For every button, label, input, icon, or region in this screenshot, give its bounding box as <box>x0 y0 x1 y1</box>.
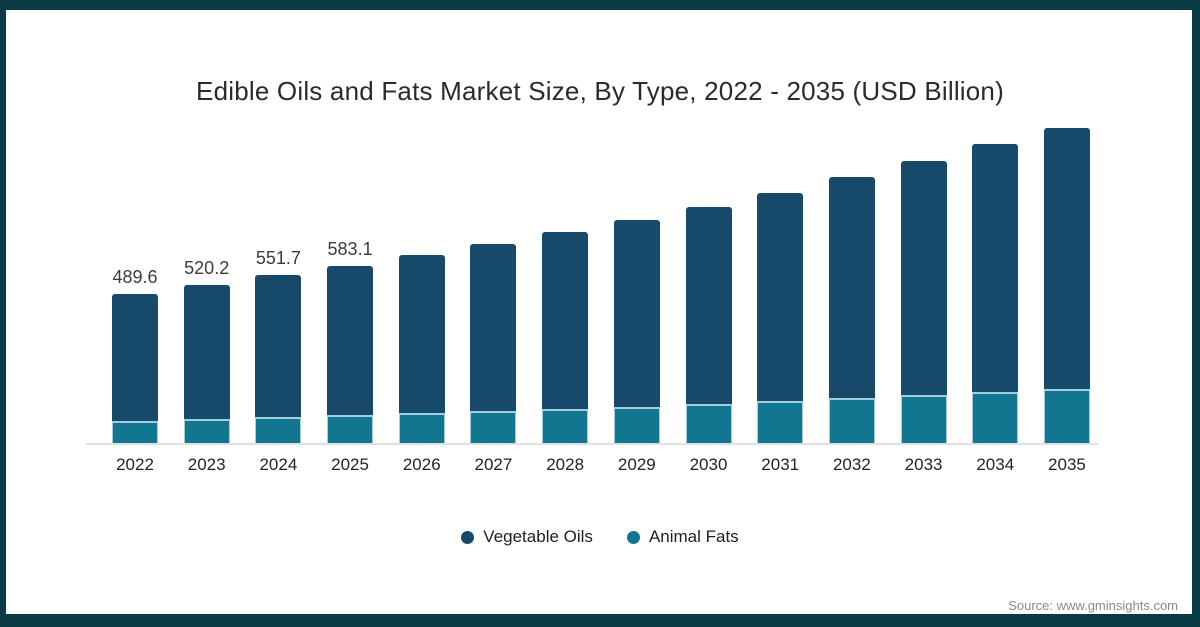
x-axis-label-2024: 2024 <box>259 455 298 474</box>
bar-segment-vegetable-oils-2034 <box>972 143 1019 392</box>
bar-segment-animal-fats-2028 <box>542 408 589 443</box>
x-axis-label-2035: 2035 <box>1048 455 1086 474</box>
bar-value-label-2025: 583.1 <box>327 238 373 259</box>
bar-value-label-2023: 520.2 <box>184 257 230 278</box>
bar-segment-vegetable-oils-2029 <box>613 219 660 407</box>
bar-segment-animal-fats-2034 <box>972 391 1019 443</box>
x-axis-label-2028: 2028 <box>546 455 585 474</box>
bar-segment-vegetable-oils-2032 <box>828 177 875 399</box>
bar-segment-animal-fats-2029 <box>613 406 660 443</box>
legend-item-vegetable-oils: Vegetable Oils <box>461 527 593 547</box>
bar-segment-vegetable-oils-2031 <box>757 192 804 402</box>
bar-segment-vegetable-oils-2028 <box>542 232 589 409</box>
x-axis-label-2029: 2029 <box>617 455 656 474</box>
bar-segment-animal-fats-2033 <box>900 394 947 443</box>
bar-segment-animal-fats-2032 <box>828 398 875 443</box>
x-axis-label-2022: 2022 <box>116 455 154 474</box>
bar-segment-vegetable-oils-2024 <box>255 275 302 418</box>
x-axis-label-2025: 2025 <box>331 455 369 474</box>
x-axis-label-2034: 2034 <box>976 455 1015 474</box>
bar-segment-animal-fats-2022 <box>112 420 158 443</box>
x-axis-label-2030: 2030 <box>689 455 728 474</box>
bar-segment-vegetable-oils-2035 <box>1043 128 1090 389</box>
bar-value-label-2022: 489.6 <box>112 267 158 287</box>
x-axis-label-2032: 2032 <box>832 455 871 474</box>
bar-segment-vegetable-oils-2033 <box>900 161 947 395</box>
chart-title: Edible Oils and Fats Market Size, By Typ… <box>196 76 1004 106</box>
bar-segment-animal-fats-2023 <box>183 419 230 443</box>
bar-segment-animal-fats-2026 <box>398 413 445 443</box>
x-axis-label-2027: 2027 <box>474 455 513 474</box>
bar-value-label-2024: 551.7 <box>255 248 301 269</box>
bar-segment-animal-fats-2035 <box>1043 388 1090 443</box>
legend-item-animal-fats: Animal Fats <box>626 527 739 547</box>
x-axis-label-2031: 2031 <box>761 455 800 474</box>
bar-segment-animal-fats-2024 <box>255 417 302 443</box>
bar-segment-animal-fats-2030 <box>685 404 732 443</box>
x-axis-line <box>86 443 1098 445</box>
bar-segment-animal-fats-2027 <box>470 411 517 443</box>
legend-label-animal-fats: Animal Fats <box>648 527 739 546</box>
x-axis-label-2033: 2033 <box>904 455 943 474</box>
bar-segment-animal-fats-2031 <box>757 401 804 443</box>
source-attribution: Source: www.gminsights.com <box>1008 598 1178 613</box>
legend-label-vegetable-oils: Vegetable Oils <box>483 527 593 546</box>
x-axis-label-2026: 2026 <box>402 455 441 474</box>
bar-segment-vegetable-oils-2025 <box>327 265 374 415</box>
bar-segment-vegetable-oils-2026 <box>398 255 445 414</box>
bar-segment-vegetable-oils-2027 <box>470 243 517 412</box>
bar-segment-vegetable-oils-2022 <box>112 294 158 421</box>
legend-dot-animal-fats-icon <box>626 530 640 544</box>
legend-dot-vegetable-oils-icon <box>461 530 475 544</box>
bar-segment-vegetable-oils-2030 <box>685 206 732 405</box>
x-axis-label-2023: 2023 <box>187 455 226 474</box>
bar-segment-animal-fats-2025 <box>327 415 374 443</box>
chart-legend: Vegetable Oils Animal Fats <box>0 527 1200 547</box>
bar-segment-vegetable-oils-2023 <box>183 284 230 420</box>
